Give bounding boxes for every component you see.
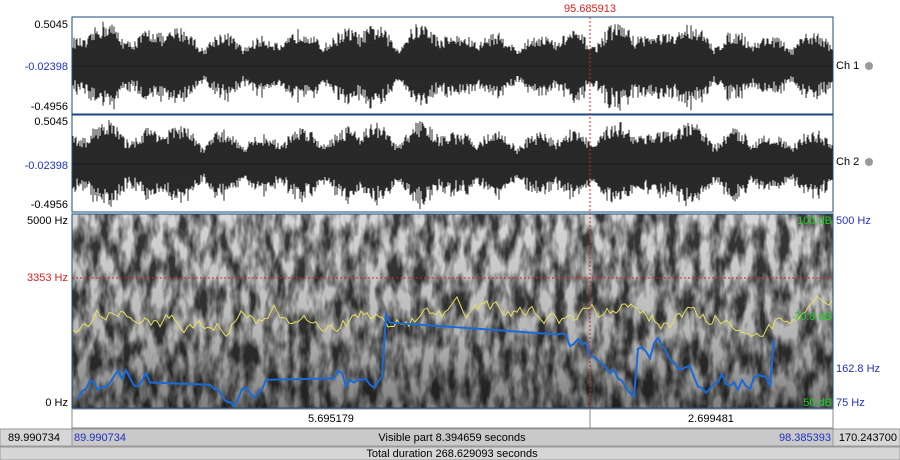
amplitude-min: -0.4956 xyxy=(31,199,68,211)
visible-label: Visible part 8.394659 seconds xyxy=(378,432,526,444)
visible-part[interactable] xyxy=(71,428,834,447)
duration-right: 2.699481 xyxy=(688,413,734,425)
intensity-max: 100 dB xyxy=(797,215,832,227)
amplitude-mid: -0.02398 xyxy=(25,160,68,172)
frequency-min: 0 Hz xyxy=(45,397,68,409)
waveform-path xyxy=(72,120,833,210)
spectrogram xyxy=(72,214,833,408)
mute-icon[interactable] xyxy=(865,158,873,166)
amplitude-max: 0.5045 xyxy=(34,19,68,31)
intensity-mid: 70.8 dB xyxy=(794,311,832,323)
channel-label[interactable]: Ch 2 xyxy=(836,156,859,168)
duration-left: 5.695179 xyxy=(308,413,354,425)
selection-right[interactable] xyxy=(589,408,834,429)
mute-icon[interactable] xyxy=(865,62,873,70)
cursor-time: 95.685913 xyxy=(564,3,616,15)
intensity-curve xyxy=(72,295,833,337)
panel-border xyxy=(71,16,834,115)
intensity-min: 50 dB xyxy=(803,397,832,409)
channel-label[interactable]: Ch 1 xyxy=(836,60,859,72)
pitch-min: 75 Hz xyxy=(836,397,865,409)
pitch-cursor: 162.8 Hz xyxy=(836,363,880,375)
window-start: 89.990734 xyxy=(8,432,60,444)
visible-end: 98.385393 xyxy=(779,432,831,444)
visible-start: 89.990734 xyxy=(74,432,126,444)
total-duration: Total duration 268.629093 seconds xyxy=(366,448,538,460)
waveform-ch2 xyxy=(72,120,833,210)
amplitude-min: -0.4956 xyxy=(31,101,68,113)
amplitude-mid: -0.02398 xyxy=(25,61,68,73)
amplitude-max: 0.5045 xyxy=(34,116,68,128)
frequency-max: 5000 Hz xyxy=(27,215,68,227)
panel-border xyxy=(71,213,834,409)
cursor-frequency: 3353 Hz xyxy=(27,272,68,284)
analysis-curves xyxy=(72,295,833,408)
waveform-path xyxy=(72,21,833,111)
pitch-max: 500 Hz xyxy=(836,215,871,227)
pitch-curve xyxy=(77,310,775,408)
window-end: 170.243700 xyxy=(839,432,897,444)
panel-border xyxy=(71,114,834,213)
total-bar[interactable] xyxy=(0,446,900,460)
waveform-ch1 xyxy=(72,21,833,111)
